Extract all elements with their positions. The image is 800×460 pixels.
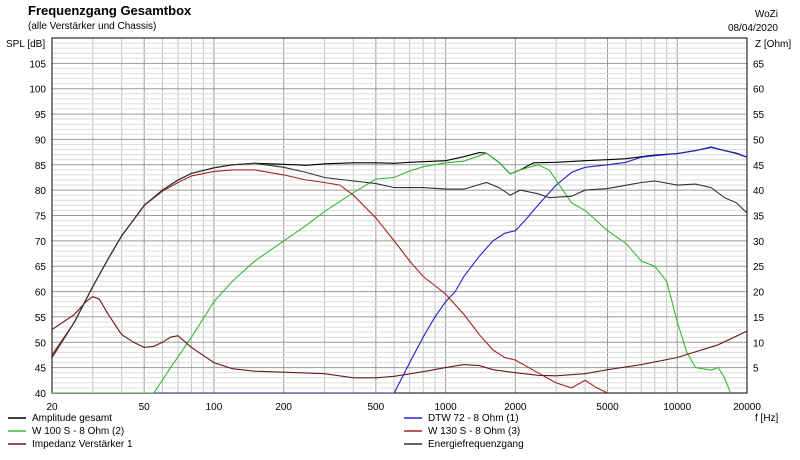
x-tick-label: 2000 [504,402,527,413]
y-tick-label-right: 45 [753,161,765,172]
y-tick-label-left: 90 [35,135,47,146]
y-tick-label-left: 45 [35,364,47,375]
x-tick-label: 1000 [434,402,457,413]
series-line-3 [52,152,732,393]
y-tick-label-left: 65 [35,262,47,273]
y-tick-label-right: 35 [753,212,765,223]
y-tick-label-left: 60 [35,288,47,299]
y-tick-label-left: 80 [35,186,47,197]
legend-label: Impedanz Verstärker 1 [32,439,133,450]
y-tick-label-right: 30 [753,237,765,248]
x-tick-label: 500 [368,402,385,413]
x-axis-label: f [Hz] [755,413,779,424]
x-tick-label: 100 [206,402,223,413]
y-tick-label-left: 85 [35,161,47,172]
y-tick-label-left: 50 [35,338,47,349]
legend-label: W 100 S - 8 Ohm (2) [32,426,124,437]
series-line-2 [52,146,747,393]
y-tick-label-left: 70 [35,237,47,248]
y-tick-label-right: 40 [753,186,765,197]
chart-author: WoZi [754,9,778,20]
y-tick-label-right: 10 [753,338,765,349]
plot-frame [51,37,748,394]
chart-title: Frequenzgang Gesamtbox [28,3,192,18]
x-tick-label: 20 [46,402,58,413]
series-line-6 [52,162,747,358]
legend-label: W 130 S - 8 Ohm (3) [428,426,520,437]
y-tick-label-left: 40 [35,389,47,400]
y-tick-label-right: 50 [753,135,765,146]
x-tick-label: 5000 [596,402,619,413]
legend-label: Energiefrequenzgang [428,439,524,450]
y-tick-label-left: 105 [29,59,46,70]
legend-label: Amplitude gesamt [32,413,112,424]
y-tick-label-left: 75 [35,212,47,223]
y-tick-label-left: 55 [35,313,47,324]
x-tick-label: 50 [139,402,151,413]
chart-subtitle: (alle Verstärker und Chassis) [28,21,157,32]
y-tick-label-left: 95 [35,110,47,121]
y-tick-label-right: 15 [753,313,765,324]
y-axis-label-left: SPL [dB] [6,39,45,50]
series-line-5 [52,295,747,379]
y-tick-label-right: 60 [753,85,765,96]
y-tick-label-right: 5 [753,364,759,375]
y-tick-label-right: 20 [753,288,765,299]
x-tick-label: 10000 [663,402,691,413]
y-tick-label-right: 55 [753,110,765,121]
y-axis-label-right: Z [Ohm] [755,39,791,50]
chart-date: 08/04/2020 [727,23,778,34]
y-tick-label-left: 100 [29,85,46,96]
legend-label: DTW 72 - 8 Ohm (1) [428,413,519,424]
x-tick-label: 200 [275,402,292,413]
x-tick-label: 20000 [733,402,761,413]
y-tick-label-right: 25 [753,262,765,273]
y-tick-label-right: 65 [753,59,765,70]
